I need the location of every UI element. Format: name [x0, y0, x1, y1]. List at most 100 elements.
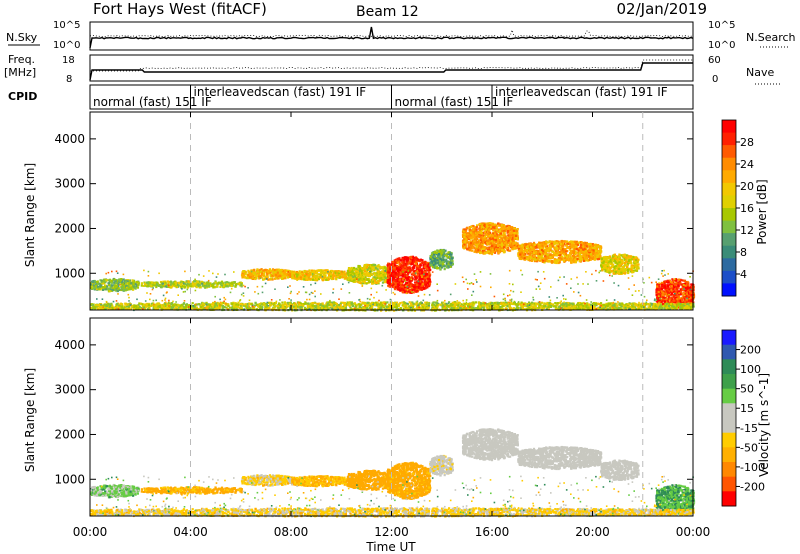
data-cell — [424, 279, 426, 281]
data-cell — [341, 273, 343, 275]
data-cell — [270, 277, 272, 279]
data-cell — [524, 257, 526, 259]
nsky-panel: N.Sky 10^5 10^0 10^5 10^0 N.Search — [6, 20, 796, 51]
data-cell — [549, 256, 551, 258]
data-cell — [489, 228, 491, 230]
data-cell — [363, 265, 365, 267]
data-cell — [516, 237, 518, 239]
data-cell — [105, 279, 107, 281]
data-cell — [559, 261, 561, 263]
data-cell — [492, 249, 494, 251]
data-cell — [503, 224, 505, 226]
data-cell — [429, 275, 431, 277]
data-cell — [561, 258, 563, 260]
data-cell — [440, 258, 442, 260]
data-cell — [388, 283, 390, 285]
data-cell — [551, 251, 553, 253]
data-cell — [419, 276, 421, 278]
data-cell — [335, 278, 337, 280]
data-cell — [419, 260, 421, 262]
data-cell — [162, 283, 164, 285]
station-title: Fort Hays West (fitACF) — [93, 0, 267, 18]
data-cell — [364, 280, 366, 282]
data-cell — [508, 226, 510, 228]
data-cell — [599, 255, 601, 257]
data-cell — [496, 229, 498, 231]
data-cell — [111, 280, 113, 282]
data-cell — [512, 235, 514, 237]
data-cell — [284, 269, 286, 271]
data-cell — [592, 247, 594, 249]
data-cell — [467, 235, 469, 237]
data-cell — [180, 284, 182, 286]
data-cell — [560, 249, 562, 251]
data-cell — [303, 278, 305, 280]
data-cell — [531, 259, 533, 261]
cpid-panel: CPID normal (fast) 151 IFinterleavedscan… — [8, 85, 693, 109]
data-cell — [472, 231, 474, 233]
data-cell — [261, 268, 263, 270]
data-cell — [255, 275, 257, 277]
data-cell — [597, 255, 599, 257]
data-cell — [534, 256, 536, 258]
data-cell — [569, 243, 571, 245]
data-cell — [463, 228, 465, 230]
data-cell — [556, 242, 558, 244]
data-cell — [254, 273, 256, 275]
data-cell — [580, 244, 582, 246]
data-cell — [109, 287, 111, 289]
data-cell — [409, 260, 411, 262]
data-cell — [593, 249, 595, 251]
data-cell — [158, 285, 160, 287]
data-cell — [108, 282, 110, 284]
data-cell — [474, 226, 476, 228]
data-cell — [429, 283, 431, 285]
data-cell — [341, 276, 343, 278]
data-cell — [571, 242, 573, 244]
data-cell — [360, 270, 362, 272]
data-cell — [570, 251, 572, 253]
data-cell — [480, 237, 482, 239]
data-cell — [421, 272, 423, 274]
data-cell — [444, 268, 446, 270]
beam-title: Beam 12 — [356, 4, 419, 20]
data-cell — [600, 250, 602, 252]
data-cell — [255, 277, 257, 279]
data-cell — [583, 260, 585, 262]
data-cell — [487, 236, 489, 238]
data-cell — [500, 233, 502, 235]
data-cell — [243, 270, 245, 272]
data-cell — [324, 272, 326, 274]
data-cell — [591, 255, 593, 257]
data-cell — [530, 246, 532, 248]
data-cell — [94, 287, 96, 289]
data-cell — [352, 272, 354, 274]
freq-tick-top: 18 — [62, 55, 75, 66]
data-cell — [374, 264, 376, 266]
data-cell — [287, 276, 289, 278]
data-cell — [433, 264, 435, 266]
data-cell — [537, 257, 539, 259]
data-cell — [428, 285, 430, 287]
data-cell — [220, 282, 222, 284]
data-cell — [421, 259, 423, 261]
data-cell — [408, 267, 410, 269]
data-cell — [549, 244, 551, 246]
data-cell — [322, 279, 324, 281]
data-cell — [563, 251, 565, 253]
data-cell — [111, 284, 113, 286]
data-cell — [494, 244, 496, 246]
data-cell — [493, 227, 495, 229]
cpid-label: CPID — [8, 90, 37, 103]
data-cell — [387, 267, 389, 269]
data-cell — [581, 258, 583, 260]
data-cell — [402, 291, 404, 293]
data-cell — [544, 260, 546, 262]
data-cell — [136, 281, 138, 283]
data-cell — [231, 282, 233, 284]
data-cell — [402, 273, 404, 275]
data-cell — [371, 273, 373, 275]
data-cell — [541, 249, 543, 251]
data-cell — [381, 270, 383, 272]
data-cell — [468, 245, 470, 247]
